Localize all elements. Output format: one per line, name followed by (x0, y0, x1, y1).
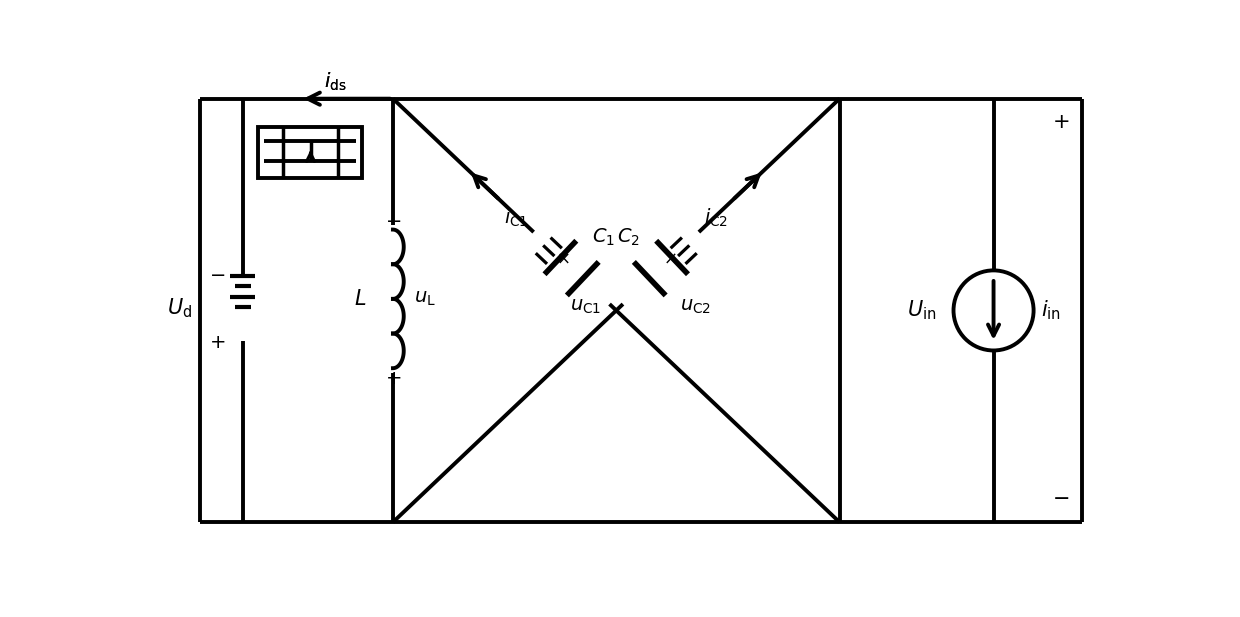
Text: $u_{\rm L}$: $u_{\rm L}$ (414, 289, 435, 308)
Text: $C_1$: $C_1$ (593, 226, 615, 248)
Text: $C_2$: $C_2$ (618, 226, 640, 248)
Text: $i_{\rm ds}$: $i_{\rm ds}$ (324, 70, 346, 93)
Bar (258, 127, 362, 178)
Text: $u_{\rm C1}$: $u_{\rm C1}$ (570, 297, 601, 316)
Text: $i_{\rm ds}$: $i_{\rm ds}$ (324, 70, 346, 93)
Text: $+$: $+$ (210, 333, 226, 352)
Text: $-$: $-$ (384, 210, 401, 229)
Text: $i_{\rm in}$: $i_{\rm in}$ (1042, 299, 1061, 322)
Text: $-$: $-$ (210, 264, 226, 283)
Text: $U_{\rm in}$: $U_{\rm in}$ (908, 299, 936, 322)
Text: $\times$: $\times$ (556, 250, 569, 268)
Text: $i_{\rm C1}$: $i_{\rm C1}$ (503, 207, 528, 229)
Text: $+$: $+$ (384, 369, 401, 387)
Text: $\times$: $\times$ (663, 250, 677, 268)
Text: $+$: $+$ (1052, 112, 1069, 132)
Text: $i_{\rm C2}$: $i_{\rm C2}$ (704, 207, 728, 229)
Text: $U_{\rm d}$: $U_{\rm d}$ (167, 296, 192, 320)
Text: $-$: $-$ (1052, 487, 1069, 507)
Text: $L$: $L$ (353, 289, 366, 309)
Text: $u_{\rm C2}$: $u_{\rm C2}$ (680, 297, 711, 316)
